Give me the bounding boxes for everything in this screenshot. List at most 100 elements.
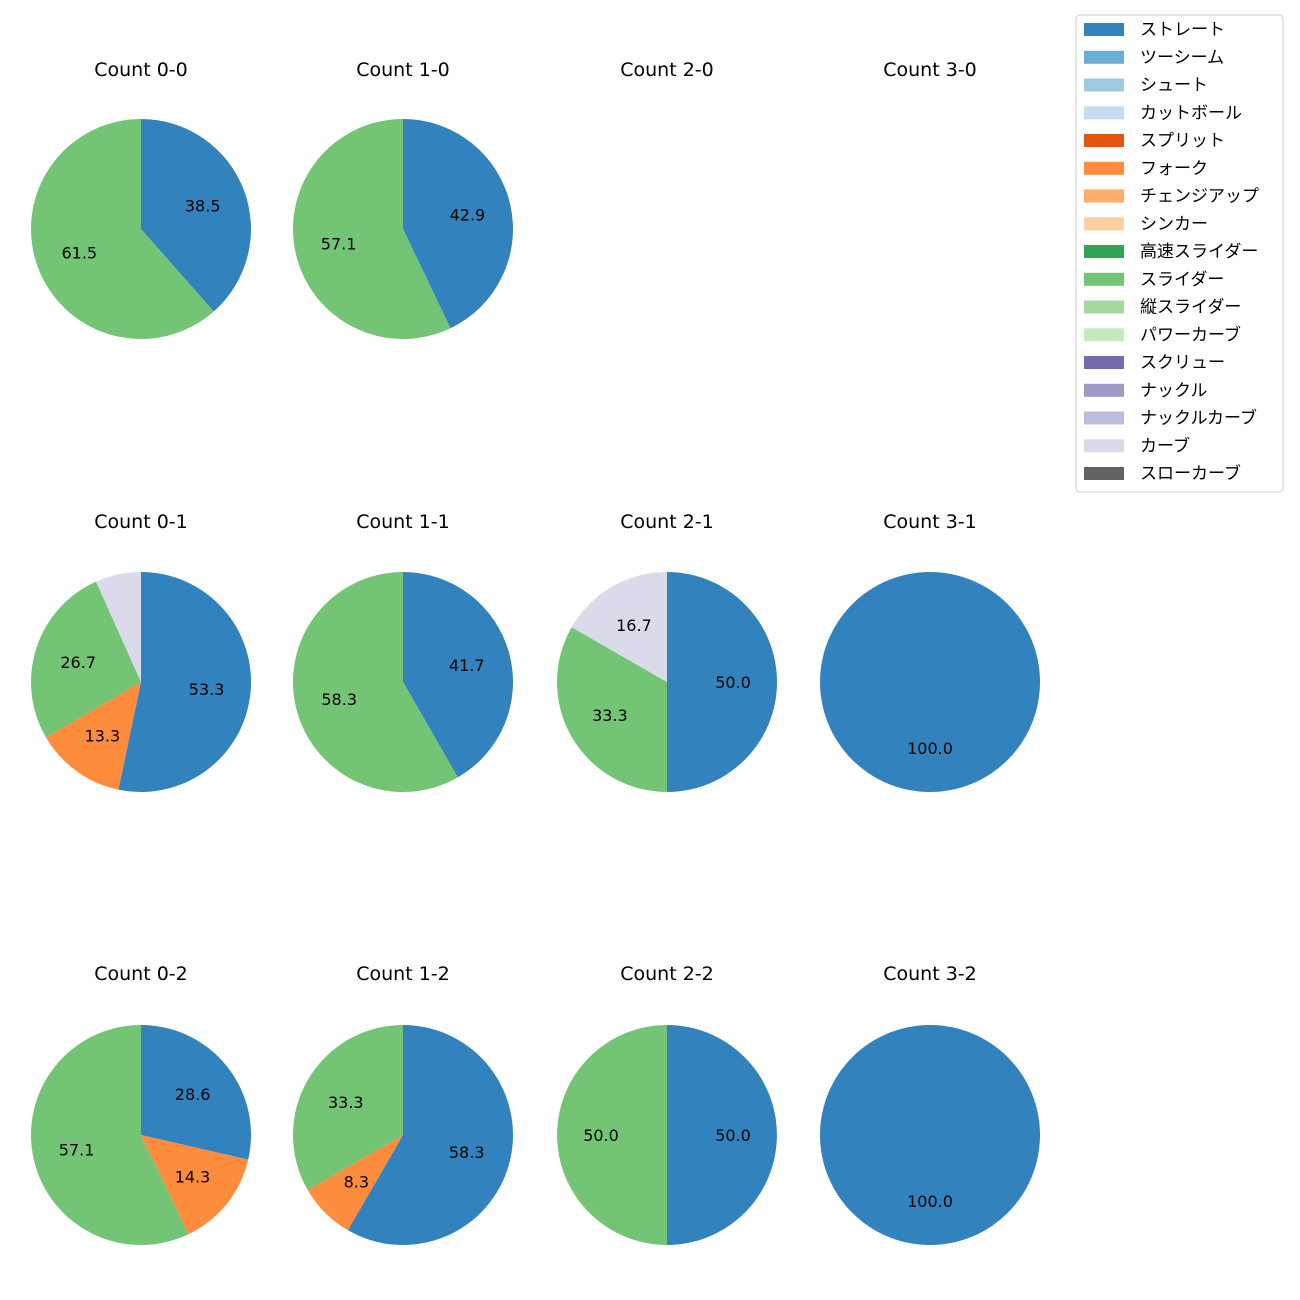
pie-count-1-1: Count 1-1 41.7 58.3	[293, 511, 514, 792]
slice-label: 53.3	[189, 680, 225, 699]
slice-label: 57.1	[321, 235, 357, 254]
pie-slice	[292, 119, 451, 339]
slice-label: 50.0	[583, 1126, 619, 1145]
pie-slice	[556, 627, 667, 792]
pie-slice	[347, 1025, 513, 1245]
pie-count-0-1: Count 0-1 53.3 13.3 26.7	[30, 511, 252, 792]
slice-label: 50.0	[715, 673, 751, 692]
pie-title: Count 2-0	[620, 59, 714, 81]
legend-label: ストレート	[1140, 20, 1225, 40]
legend-label: パワーカーブ	[1140, 324, 1241, 345]
legend-swatch	[1084, 383, 1124, 397]
pie-title: Count 2-1	[620, 511, 714, 533]
legend-swatch	[1084, 328, 1124, 342]
slice-label: 61.5	[61, 243, 97, 262]
pie-title: Count 3-1	[883, 511, 977, 533]
legend-swatch	[1084, 411, 1124, 425]
pie-title: Count 1-1	[356, 511, 450, 533]
legend-swatch	[1084, 439, 1124, 453]
legend-swatch	[1084, 106, 1124, 120]
legend-swatch	[1084, 161, 1124, 175]
slice-label: 38.5	[185, 197, 221, 216]
pie-slice	[45, 682, 141, 790]
pie-count-3-0: Count 3-0	[883, 59, 977, 81]
legend-label: スローカーブ	[1140, 463, 1241, 484]
pie-slice	[141, 1135, 249, 1235]
pie-slice	[307, 1135, 403, 1231]
legend-label: ツーシーム	[1140, 48, 1224, 68]
slice-label: 42.9	[450, 205, 486, 224]
pie-slice	[571, 572, 667, 682]
pie-count-3-1: Count 3-1 100.0	[820, 511, 1040, 792]
pie-title: Count 3-0	[883, 59, 977, 81]
legend: ストレートツーシームシュートカットボールスプリットフォークチェンジアップシンカー…	[1075, 14, 1284, 493]
legend-label: シンカー	[1140, 214, 1208, 234]
slice-label: 33.3	[328, 1093, 364, 1112]
slice-label: 16.7	[616, 616, 652, 635]
pie-count-0-2: Count 0-2 28.6 14.3 57.1	[30, 963, 252, 1246]
legend-swatch	[1084, 23, 1124, 36]
slice-label: 41.7	[449, 656, 485, 675]
pie-slice	[557, 1025, 667, 1245]
pie-title: Count 2-2	[620, 963, 714, 985]
pie-count-1-0: Count 1-0 42.9 57.1	[292, 59, 513, 339]
legend-label: ナックルカーブ	[1140, 408, 1257, 429]
slice-label: 28.6	[175, 1085, 211, 1104]
legend-swatch	[1084, 300, 1124, 314]
pie-count-2-1: Count 2-1 50.0 33.3 16.7	[556, 511, 777, 792]
pie-title: Count 1-2	[356, 963, 450, 985]
pie-slice	[141, 119, 251, 312]
pie-count-2-0: Count 2-0	[620, 59, 714, 81]
pie-count-1-2: Count 1-2 58.3 8.3 33.3	[293, 963, 513, 1245]
pie-slice	[30, 1025, 189, 1246]
legend-swatch	[1084, 134, 1124, 147]
legend-label: スクリュー	[1140, 353, 1225, 373]
pie-slice	[293, 1025, 403, 1190]
legend-swatch	[1084, 189, 1124, 203]
slice-label: 8.3	[344, 1173, 369, 1192]
pie-slice	[820, 572, 1040, 792]
slice-label: 33.3	[592, 706, 628, 725]
slice-label: 100.0	[907, 739, 953, 758]
pie-title: Count 0-0	[94, 59, 188, 81]
pie-slice	[141, 1025, 252, 1160]
legend-label: カーブ	[1140, 435, 1190, 456]
pie-slice	[96, 572, 141, 682]
legend-swatch	[1084, 245, 1124, 258]
legend-swatch	[1084, 356, 1124, 369]
slice-label: 100.0	[907, 1192, 953, 1211]
legend-swatch	[1084, 272, 1124, 286]
pie-slice	[30, 581, 141, 738]
legend-label: 縦スライダー	[1140, 298, 1241, 318]
legend-swatch	[1084, 78, 1124, 92]
legend-swatch	[1084, 217, 1124, 231]
pie-count-3-2: Count 3-2 100.0	[820, 963, 1040, 1245]
legend-label: ナックル	[1140, 381, 1208, 401]
legend-label: シュート	[1140, 76, 1208, 96]
legend-label: 高速スライダー	[1140, 242, 1258, 262]
legend-frame	[1075, 14, 1284, 493]
pie-title: Count 0-1	[94, 511, 188, 533]
legend-swatch	[1084, 467, 1124, 480]
pie-count-2-2: Count 2-2 50.0 50.0	[557, 963, 777, 1245]
legend-label: カットボール	[1140, 103, 1242, 123]
pie-title: Count 1-0	[356, 59, 450, 81]
pie-slice	[820, 1025, 1040, 1245]
pie-slice	[403, 119, 513, 329]
slice-label: 13.3	[85, 727, 121, 746]
pie-slice	[667, 1025, 777, 1245]
pie-title: Count 0-2	[94, 963, 188, 985]
slice-label: 26.7	[60, 653, 96, 672]
pie-slice	[667, 572, 777, 792]
legend-label: フォーク	[1140, 159, 1208, 179]
pie-slice	[403, 572, 514, 778]
slice-label: 58.3	[321, 690, 357, 709]
legend-swatch	[1084, 50, 1124, 64]
legend-label: スライダー	[1140, 270, 1224, 290]
pie-title: Count 3-2	[883, 963, 977, 985]
legend-label: チェンジアップ	[1140, 187, 1259, 207]
slice-label: 57.1	[59, 1141, 95, 1160]
legend-label: スプリット	[1140, 131, 1225, 151]
